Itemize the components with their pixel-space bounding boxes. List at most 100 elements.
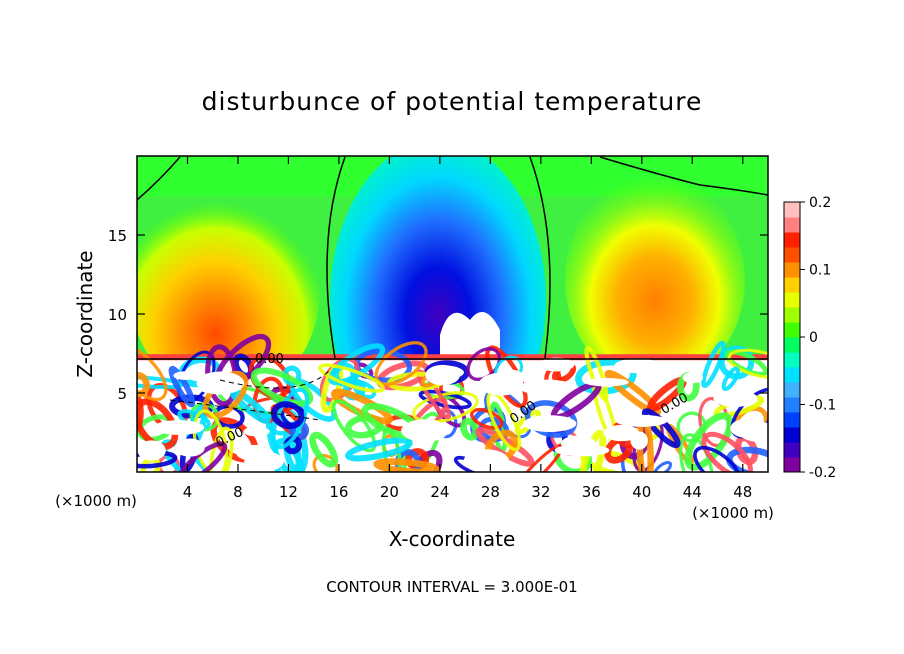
x-tick-label: 12 [279,483,298,501]
chart-title: disturbunce of potential temperature [202,87,703,116]
turbulence-white-patch [173,371,197,381]
turbulence-eddy [137,344,168,402]
x-unit-label-right: (×1000 m) [692,504,774,522]
contour-zero-left [137,156,181,201]
colorbar-tick-label: -0.1 [809,398,836,414]
x-tick-label: 32 [531,483,550,501]
turbulence-white-patch [584,378,629,387]
x-tick-label: 40 [632,483,651,501]
colorbar-segment [784,277,800,293]
turbulence-white-patch [603,424,640,442]
turbulent-layer [137,333,768,472]
turbulence-eddy [727,348,768,380]
x-tick-label: 44 [683,483,702,501]
turbulence-eddy [271,438,306,472]
turbulence-white-patch [153,420,205,435]
contour-interval-note: CONTOUR INTERVAL = 3.000E-01 [326,578,577,596]
turbulence-eddy [168,365,196,408]
turbulence-eddy [460,417,480,441]
turbulence-eddy [701,340,726,389]
turbulence-white-patch [682,372,704,384]
colorbar-segment [784,322,800,338]
turbulence-eddy [653,460,673,472]
turbulence-white-patch [401,419,449,442]
warm-anomaly-right [565,175,745,385]
turbulence-white-patch [615,414,668,427]
turbulence-white-patch [713,389,758,407]
contour-zero-center [326,156,551,359]
turbulence-white-patch [614,358,661,374]
colorbar-tick-label: 0.2 [809,195,831,211]
colorbar-segment [784,307,800,323]
colorbar-tick-label: 0 [809,330,818,346]
turbulence-white-patch [199,380,220,394]
turbulence-white-patch [137,440,166,461]
turbulence-white-patch [243,426,270,437]
turbulence-eddy [345,437,413,462]
turbulence-eddy [693,445,742,472]
contour-label: 0.00 [255,352,284,367]
interface-warm-strip [137,354,768,361]
turbulence-eddy [318,363,385,393]
turbulence-eddy [309,431,339,468]
turbulence-eddy [250,367,314,407]
colorbar-segment [784,442,800,458]
x-axis: 4 8 12 16 20 24 28 32 36 40 44 48 [183,156,752,501]
colorbar-segment [784,217,800,233]
turbulence-white-patch [539,357,575,372]
y-tick-label: 5 [117,385,127,403]
colorbar-segment [784,247,800,263]
x-tick-label: 20 [380,483,399,501]
contour-lines [137,156,768,421]
turbulence-white-patch [523,415,577,432]
y-axis: 5 10 15 [108,227,768,403]
x-tick-label: 36 [582,483,601,501]
colorbar-segment [784,367,800,383]
x-tick-label: 24 [430,483,449,501]
turbulence-eddy [466,347,502,382]
turbulence-eddy [352,380,377,400]
y-axis-label: Z-coordinate [73,250,97,377]
colorbar-segment [784,382,800,398]
turbulence-white-patch [244,451,284,472]
turbulence-eddy [373,458,440,472]
colorbar-tick-label: 0.1 [809,263,831,279]
turbulence-eddy [584,345,609,402]
turbulence-eddy [137,372,150,398]
turbulence-white-patch [463,449,510,472]
turbulence-eddy [721,366,740,392]
turbulence-eddy [641,408,681,449]
colorbar-segment [784,262,800,278]
colorbar-segment [784,352,800,368]
turbulence-eddy [684,412,734,471]
colorbar-segment [784,337,800,353]
x-tick-label: 16 [329,483,348,501]
turbulence-eddy [209,426,234,472]
turbulence-white-patch [567,442,588,456]
turbulence-eddy [701,431,753,472]
turbulence-white-patch [498,369,525,387]
y-tick-label: 10 [108,306,127,324]
x-axis-label: X-coordinate [389,527,516,551]
x-tick-label: 48 [733,483,752,501]
turbulence-white-patch [174,438,205,457]
turbulence-eddy [604,369,662,416]
x-unit-label-left: (×1000 m) [55,492,137,510]
contour-dashed [169,369,331,421]
plot-area [137,156,768,472]
colorbar-segment [784,427,800,443]
contour-zero-right [599,156,768,196]
turbulence-eddy [271,401,305,430]
turbulence-eddy [137,398,179,450]
colorbar-segment [784,397,800,413]
y-tick-label: 15 [108,227,127,245]
turbulence-eddy [412,391,479,424]
colorbar-segment [784,202,800,218]
warm-anomaly-left [137,180,320,400]
turbulence-white-patch [519,379,575,396]
turbulence-white-patch [630,431,648,450]
turbulence-eddy [726,446,768,472]
turbulence-white-patch [738,421,768,442]
x-tick-label: 8 [233,483,243,501]
x-tick-label: 28 [481,483,500,501]
